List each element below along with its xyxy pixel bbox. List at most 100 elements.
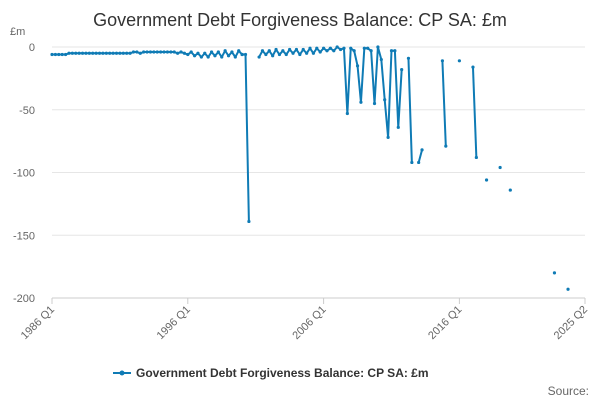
data-point (169, 50, 173, 54)
data-point (267, 49, 271, 53)
data-point (328, 46, 332, 50)
data-point (240, 52, 244, 57)
data-point (498, 165, 502, 170)
plot-area (50, 45, 570, 291)
data-point (369, 49, 373, 53)
data-point (87, 51, 91, 55)
data-point (223, 49, 227, 53)
data-point (386, 135, 390, 139)
series-line (258, 46, 424, 163)
data-point (457, 59, 461, 63)
data-point (159, 50, 163, 54)
data-point (440, 59, 445, 63)
data-point (362, 46, 366, 50)
data-point (247, 219, 251, 224)
x-tick-label: 1996 Q1 (155, 304, 193, 342)
data-point (383, 98, 387, 102)
data-point (332, 49, 336, 53)
y-tick-label: 0 (29, 42, 35, 54)
data-point (145, 50, 149, 54)
data-point (94, 51, 98, 55)
data-point (311, 51, 316, 55)
data-point (230, 50, 234, 54)
source-label: Source: (548, 384, 589, 398)
data-point (196, 51, 200, 55)
data-point (315, 46, 319, 50)
data-point (355, 64, 360, 68)
data-point (257, 55, 261, 59)
data-point (114, 51, 119, 55)
data-point (474, 155, 478, 160)
data-point (226, 54, 231, 58)
data-point (97, 51, 102, 55)
y-tick-label: -50 (19, 105, 35, 117)
data-point (91, 51, 95, 55)
data-point (186, 52, 190, 57)
data-point (321, 46, 326, 50)
data-point (325, 49, 329, 53)
data-point (121, 51, 125, 55)
data-point (345, 111, 349, 116)
data-point (125, 51, 129, 55)
data-point (213, 54, 217, 58)
data-point (182, 51, 186, 55)
data-point (80, 51, 85, 55)
data-point (63, 52, 68, 57)
data-point (281, 49, 285, 53)
data-point (338, 47, 343, 52)
data-point (135, 50, 139, 54)
data-point (271, 54, 275, 58)
data-point (342, 46, 346, 50)
series-line (441, 60, 447, 147)
data-point (53, 52, 57, 57)
data-point (284, 52, 288, 57)
data-point (77, 51, 81, 55)
x-axis-ticks: 1986 Q1 1996 Q1 2006 Q1 2016 Q1 2025 Q2 (19, 298, 590, 342)
data-point (108, 51, 112, 55)
data-point (359, 100, 363, 104)
y-tick-labels: 0 -50 -100 -150 -200 (13, 42, 35, 305)
data-point (288, 47, 292, 52)
y-axis-unit-label: £m (10, 26, 25, 38)
data-point (294, 47, 299, 52)
series-line (242, 53, 250, 222)
data-point (400, 67, 404, 72)
data-point (301, 47, 305, 52)
data-point (199, 55, 203, 59)
data-point (352, 49, 356, 53)
data-point (220, 55, 224, 59)
data-point (179, 50, 183, 54)
data-point (406, 56, 411, 60)
legend-marker-swatch (119, 370, 125, 376)
data-point (165, 50, 170, 54)
data-point (349, 46, 353, 50)
legend[interactable]: Government Debt Forgiveness Balance: CP … (113, 366, 429, 380)
data-point (471, 65, 475, 69)
data-point (376, 45, 380, 49)
data-point (67, 51, 71, 55)
data-point (305, 51, 309, 55)
data-point (74, 51, 78, 55)
data-point (203, 51, 207, 55)
data-point (189, 50, 193, 54)
data-point (131, 50, 136, 54)
data-point (118, 51, 122, 55)
y-tick-label: -100 (13, 168, 35, 180)
data-point (243, 52, 248, 57)
data-point (420, 148, 424, 152)
x-tick-label: 2006 Q1 (290, 304, 328, 342)
data-point (389, 49, 394, 53)
data-point (366, 46, 370, 50)
data-point (484, 178, 489, 182)
data-point (148, 50, 153, 54)
data-point (274, 47, 278, 52)
data-point (206, 55, 210, 59)
series-line (471, 67, 478, 158)
data-point (176, 51, 180, 55)
data-point (291, 51, 295, 55)
data-point (237, 49, 241, 53)
data-point (372, 101, 377, 106)
data-point (417, 160, 421, 165)
y-tick-label: -150 (13, 230, 35, 242)
